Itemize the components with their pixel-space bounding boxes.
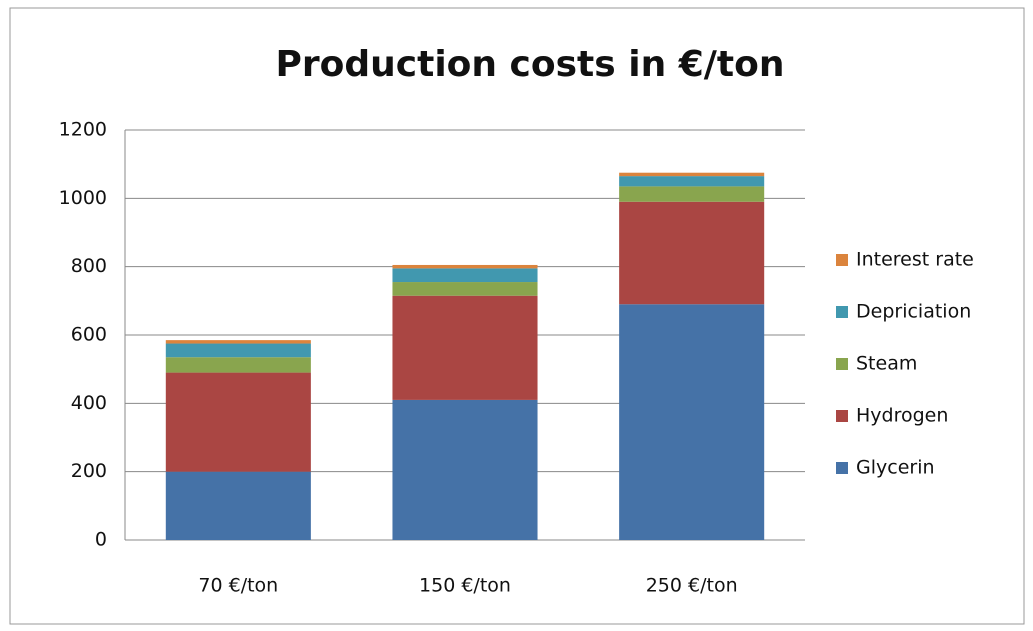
legend-label: Interest rate [856, 249, 974, 271]
bar-segment [165, 343, 311, 358]
y-tick-label: 800 [71, 255, 107, 277]
bar-segment [619, 186, 765, 202]
y-tick-label: 600 [71, 324, 107, 346]
x-tick-label: 250 €/ton [646, 575, 738, 597]
bar-segment [619, 201, 765, 305]
bar-segment [619, 304, 765, 540]
x-tick-label: 70 €/ton [198, 575, 278, 597]
y-tick-label: 1000 [59, 187, 107, 209]
legend-label: Depriciation [856, 301, 971, 323]
legend-label: Glycerin [856, 457, 935, 479]
legend-swatch [836, 410, 848, 422]
y-tick-label: 200 [71, 460, 107, 482]
bar-segment [392, 282, 538, 296]
bar-segment [165, 340, 311, 344]
y-tick-label: 0 [95, 529, 107, 551]
bar-segment [392, 295, 538, 400]
legend-swatch [836, 462, 848, 474]
y-tick-label: 400 [71, 392, 107, 414]
legend-label: Hydrogen [856, 405, 948, 427]
bar-segment [619, 172, 765, 177]
legend-label: Steam [856, 353, 917, 375]
chart-title: Production costs in €/ton [276, 44, 785, 85]
legend-swatch [836, 254, 848, 266]
bar-segment [165, 471, 311, 540]
x-tick-label: 150 €/ton [419, 575, 511, 597]
bar-segment [392, 399, 538, 540]
bar-segment [392, 268, 538, 283]
bar-segment [619, 176, 765, 187]
bar-segment [165, 357, 311, 373]
bar-segment [165, 372, 311, 472]
legend-swatch [836, 306, 848, 318]
legend-swatch [836, 358, 848, 370]
bar-segment [392, 264, 538, 269]
y-tick-label: 1200 [59, 119, 107, 141]
